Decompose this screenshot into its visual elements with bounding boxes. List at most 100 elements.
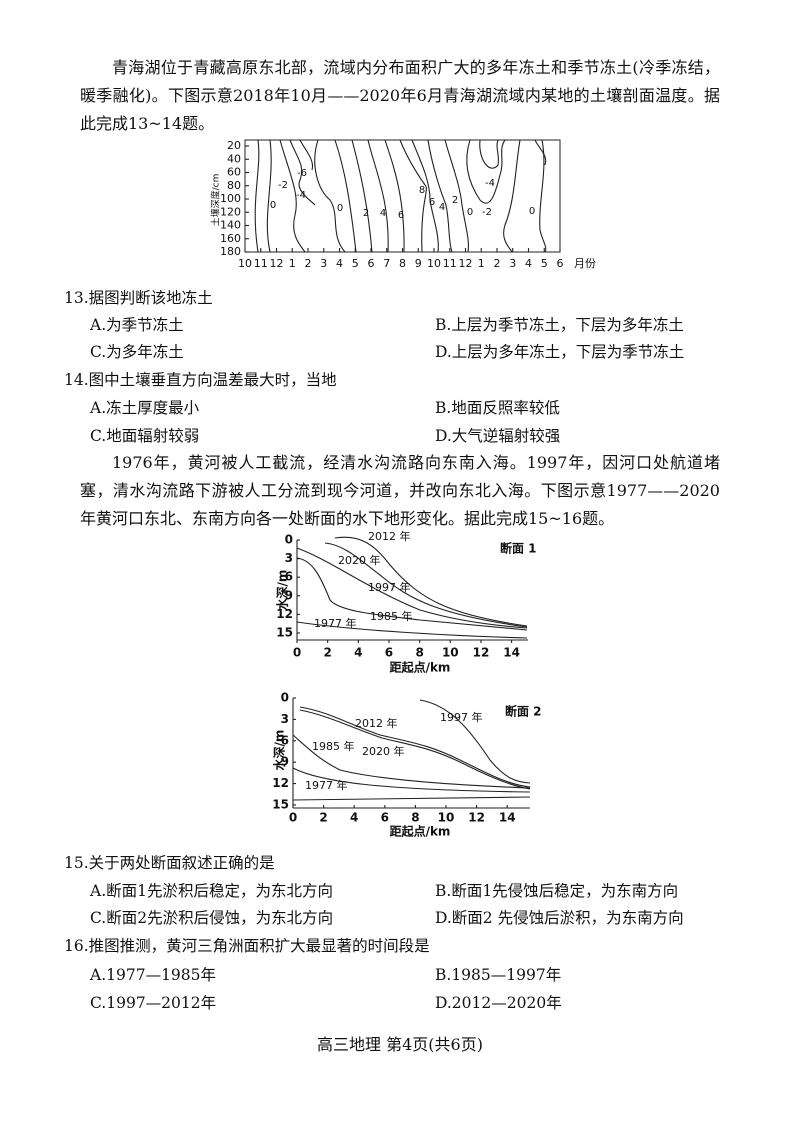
- intro-paragraph: 青海湖位于青藏高原东北部，流域内分布面积广大的多年冻土和季节冻土(冷季冻结，暖季…: [80, 58, 720, 133]
- x-tick-label: 2: [494, 257, 501, 270]
- contour: [254, 139, 260, 253]
- contour-label: 6: [398, 210, 404, 221]
- x-tick-label: 14: [503, 646, 520, 660]
- figure-2-section-1: [296, 536, 528, 641]
- y-axis-label: 土壤深度/cm: [210, 174, 222, 227]
- x-tick-label: 6: [385, 646, 393, 660]
- option: A.断面1先淤积后稳定，为东北方向: [90, 882, 333, 900]
- y-tick-label: 3: [285, 551, 293, 565]
- contour: [367, 139, 389, 253]
- y-tick-label: 120: [220, 205, 241, 218]
- x-tick-label: 8: [399, 257, 406, 270]
- x-tick-label: 0: [293, 646, 301, 660]
- option: C.为多年冻土: [90, 343, 184, 361]
- contour: [334, 139, 357, 253]
- y-tick-label: 6: [285, 570, 293, 584]
- x-axis-label: 距起点/km: [390, 824, 451, 839]
- contour: [384, 139, 405, 253]
- contour-label: 4: [380, 208, 386, 219]
- x-tick-label: 4: [354, 646, 362, 660]
- x-tick-label: 4: [336, 257, 343, 270]
- x-tick-label: 11: [254, 257, 268, 270]
- line-label: 2012 年: [368, 529, 411, 543]
- y-tick-label: 140: [220, 219, 241, 232]
- curve-1997: [419, 699, 531, 784]
- figure-2-section-2: [292, 698, 531, 809]
- contour: [289, 139, 316, 206]
- contour: [534, 139, 547, 166]
- curve-2012: [299, 706, 531, 788]
- contour: [314, 139, 346, 253]
- x-tick-label: 5: [541, 257, 548, 270]
- curve-1997: [296, 547, 528, 629]
- curve-2012: [334, 536, 528, 627]
- contour-label: 0: [467, 207, 473, 218]
- x-tick-label: 10: [438, 811, 455, 825]
- contour: [279, 139, 306, 253]
- y-tick-label: 160: [220, 232, 241, 245]
- x-axis-label: 距起点/km: [390, 660, 451, 675]
- x-tick-label: 4: [525, 257, 532, 270]
- curve-1985: [292, 734, 531, 789]
- y-tick-label: 3: [281, 712, 289, 726]
- x-tick-label: 1: [289, 257, 296, 270]
- question-stem: 13.据图判断该地冻土: [64, 289, 213, 307]
- y-tick-label: 100: [220, 192, 241, 205]
- contour-label: -6: [297, 168, 307, 179]
- contour-label: 4: [439, 202, 445, 213]
- y-tick-label: 80: [227, 179, 241, 192]
- contour: [399, 139, 427, 253]
- y-tick-label: 0: [285, 533, 293, 547]
- option: D.2012—2020年: [435, 994, 562, 1012]
- option: D.上层为多年冻土，下层为季节冻土: [435, 343, 685, 361]
- x-tick-label: 8: [411, 811, 419, 825]
- contour-label: -4: [296, 190, 306, 201]
- x-tick-label: 9: [415, 257, 422, 270]
- x-tick-label: 2: [323, 646, 331, 660]
- contour-label: 8: [419, 185, 425, 196]
- x-tick-label: 12: [270, 257, 284, 270]
- curve-2020: [299, 709, 531, 790]
- question-stem: 15.关于两处断面叙述正确的是: [64, 854, 275, 872]
- line-label: 2020 年: [338, 553, 381, 567]
- y-tick-label: 40: [227, 152, 241, 165]
- figure-1-contours: [244, 139, 561, 253]
- x-tick-label: 4: [350, 811, 358, 825]
- contour: [479, 139, 500, 169]
- line-label: 1985 年: [370, 609, 413, 623]
- x-tick-label: 0: [289, 811, 297, 825]
- x-tick-label: 7: [383, 257, 390, 270]
- x-tick-label: 12: [459, 257, 473, 270]
- option: D.断面2 先侵蚀后淤积，为东南方向: [435, 909, 684, 927]
- contour: [444, 139, 469, 253]
- option: C.断面2先淤积后侵蚀，为东北方向: [90, 909, 334, 927]
- x-tick-label: 12: [468, 811, 485, 825]
- x-tick-label: 6: [381, 811, 389, 825]
- intro-paragraph: 1976年，黄河被人工截流，经清水沟流路向东南入海。1997年，因河口处航道堵塞…: [80, 453, 720, 528]
- y-axis-label: 水深/m: [275, 570, 290, 611]
- y-tick-label: 9: [285, 588, 293, 602]
- option: D.大气逆辐射较强: [435, 427, 561, 445]
- curve-1977: [292, 767, 531, 793]
- contour: [411, 139, 439, 253]
- section-title: 断面 1: [500, 541, 537, 556]
- y-tick-label: 20: [227, 139, 241, 152]
- x-tick-label: 1: [478, 257, 485, 270]
- x-tick-label: 3: [320, 257, 327, 270]
- option: B.断面1先侵蚀后稳定，为东南方向: [435, 882, 679, 900]
- y-tick-label: 180: [220, 245, 241, 258]
- option: C.1997—2012年: [90, 994, 217, 1012]
- option: A.为季节冻土: [90, 316, 184, 334]
- x-tick-label: 2: [319, 811, 327, 825]
- question-stem: 14.图中土壤垂直方向温差最大时，当地: [64, 371, 337, 389]
- y-tick-label: 15: [272, 797, 289, 811]
- curve-1977: [296, 621, 528, 639]
- option: A.1977—1985年: [90, 966, 217, 984]
- curve-base: [292, 796, 531, 801]
- contour: [266, 139, 272, 253]
- line-label: 2012 年: [355, 716, 398, 730]
- x-tick-label: 6: [368, 257, 375, 270]
- x-tick-label: 14: [499, 811, 516, 825]
